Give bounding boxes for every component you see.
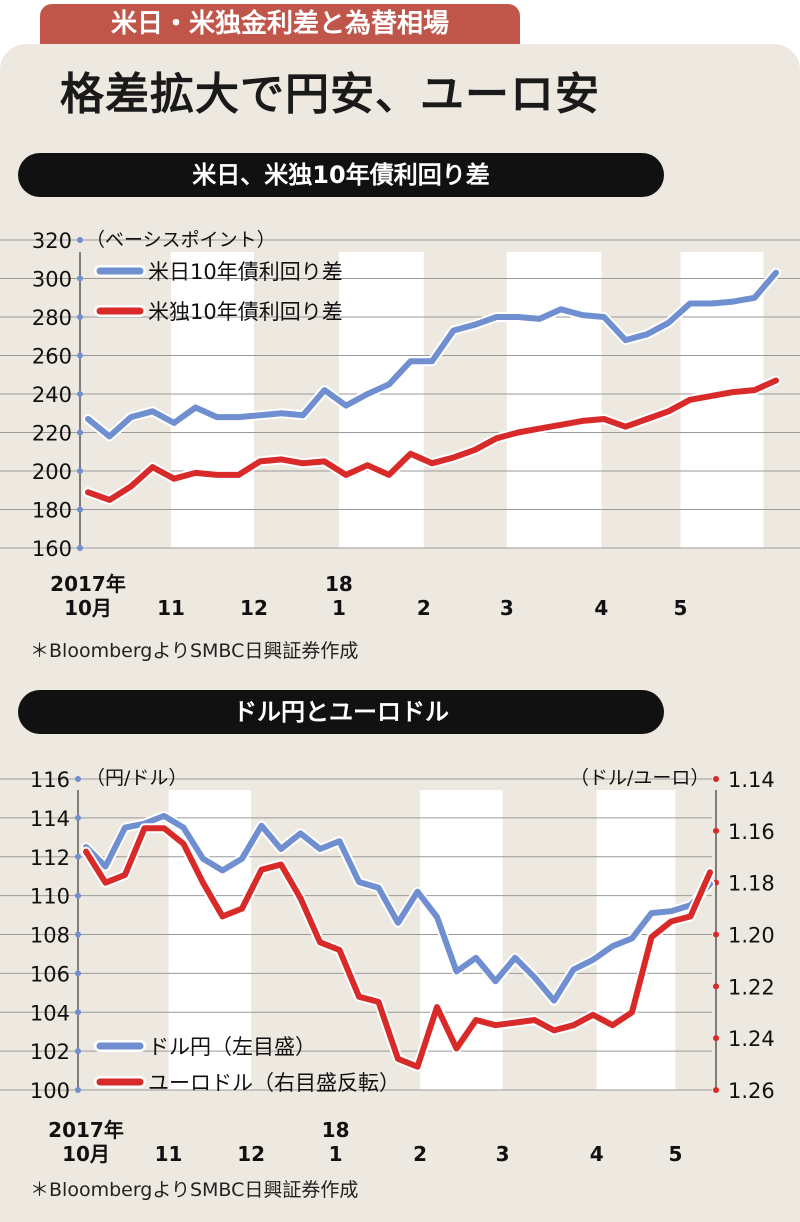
x-tick-label: 5 — [674, 596, 688, 620]
x-tick-label-top: 18 — [325, 572, 353, 596]
x-tick-label: 3 — [496, 1142, 510, 1166]
x-tick-label: 4 — [594, 596, 608, 620]
y-unit-label: （ベーシスポイント） — [86, 229, 276, 251]
y-tick-label: 114 — [30, 807, 70, 831]
y2-tick-label: 1.16 — [728, 820, 775, 844]
y-tick-dot — [75, 931, 81, 938]
x-tick-label: 10月 — [62, 1142, 110, 1166]
y-tick-label: 320 — [32, 229, 72, 253]
y-tick-dot — [77, 352, 83, 359]
y-tick-label: 110 — [30, 885, 70, 909]
y-tick-dot — [77, 545, 83, 551]
y-tick-dot — [77, 468, 83, 474]
x-tick-label: 12 — [240, 596, 268, 620]
headline: 格差拡大で円安、ユーロ安 — [60, 69, 600, 120]
legend-label: 米日10年債利回り差 — [148, 260, 343, 284]
y-tick-dot — [77, 506, 83, 513]
y2-tick-label: 1.20 — [728, 924, 775, 948]
x-tick-label: 12 — [237, 1142, 265, 1166]
y2-tick-label: 1.18 — [728, 872, 775, 896]
y-tick-label: 240 — [32, 383, 72, 407]
y-tick-label: 116 — [30, 768, 70, 792]
x-tick-label: 2 — [417, 596, 431, 620]
y-tick-label: 160 — [32, 537, 72, 561]
y-tick-label: 100 — [30, 1079, 70, 1103]
y2-tick-label: 1.24 — [728, 1027, 775, 1051]
y-tick-dot — [77, 314, 83, 320]
yield-spread-chart: 160 180 200 220 240 260 280 300 320 （ベーシスポイント） 201… — [0, 229, 800, 620]
legend-label: ドル円（左目盛） — [148, 1035, 316, 1059]
legend-label: ユーロドル（右目盛反転） — [148, 1071, 400, 1095]
y2-tick-dot — [713, 776, 719, 782]
x-tick-label: 5 — [668, 1142, 682, 1166]
y2-tick-dot — [713, 931, 719, 938]
y-tick-label: 280 — [32, 306, 72, 330]
y2-unit-label: （ドル/ユーロ） — [570, 767, 709, 789]
y-tick-label: 200 — [32, 460, 72, 484]
y2-tick-label: 1.14 — [728, 768, 775, 792]
x-tick-label: 11 — [157, 596, 185, 620]
x-tick-label-top: 2017年 — [48, 1118, 124, 1142]
y-tick-label: 260 — [32, 345, 72, 369]
y2-tick-dot — [713, 1087, 719, 1093]
y-tick-dot — [75, 776, 81, 782]
x-tick-label: 4 — [590, 1142, 604, 1166]
y2-tick-label: 1.26 — [728, 1079, 775, 1103]
x-tick-label: 11 — [155, 1142, 183, 1166]
y-tick-label: 108 — [30, 924, 70, 948]
y-tick-dot — [77, 275, 83, 282]
x-tick-label: 3 — [500, 596, 514, 620]
topic-tag: 米日・米独金利差と為替相場 — [40, 4, 520, 44]
y2-tick-label: 1.22 — [728, 975, 775, 999]
x-tick-label: 1 — [332, 596, 346, 620]
chart2-source: ＊BloombergよりSMBC日興証券作成 — [30, 1179, 359, 1201]
month-stripe — [506, 252, 602, 548]
y-tick-dot — [75, 1009, 81, 1016]
y-tick-label: 104 — [30, 1001, 70, 1025]
y-tick-dot — [75, 1087, 81, 1093]
y-tick-dot — [75, 1048, 81, 1055]
y-tick-label: 180 — [32, 499, 72, 523]
y-tick-dot — [77, 237, 83, 243]
y-tick-dot — [77, 429, 83, 436]
x-tick-label: 1 — [329, 1142, 343, 1166]
y-tick-label: 112 — [30, 846, 70, 870]
chart1-source: ＊BloombergよりSMBC日興証券作成 — [30, 640, 359, 662]
y-tick-label: 220 — [32, 422, 72, 446]
x-tick-label-top: 2017年 — [50, 572, 126, 596]
y-tick-dot — [75, 892, 81, 899]
y-tick-label: 102 — [30, 1040, 70, 1064]
chart1-title: 米日、米独10年債利回り差 — [18, 153, 664, 197]
y2-tick-dot — [713, 983, 719, 990]
y-tick-label: 300 — [32, 268, 72, 292]
x-tick-label: 2 — [413, 1142, 427, 1166]
x-tick-label: 10月 — [64, 596, 112, 620]
y-tick-dot — [75, 970, 81, 977]
legend-label: 米独10年債利回り差 — [148, 300, 343, 324]
month-stripe — [170, 252, 254, 548]
y2-tick-dot — [713, 1035, 719, 1042]
x-tick-label-top: 18 — [322, 1118, 350, 1142]
y-tick-label: 106 — [30, 962, 70, 986]
y-tick-dot — [77, 391, 83, 397]
y-tick-dot — [75, 814, 81, 821]
y2-tick-dot — [713, 827, 719, 834]
y-tick-dot — [75, 853, 81, 860]
chart2-title: ドル円とユーロドル — [18, 690, 664, 734]
y-unit-label: （円/ドル） — [86, 767, 187, 789]
